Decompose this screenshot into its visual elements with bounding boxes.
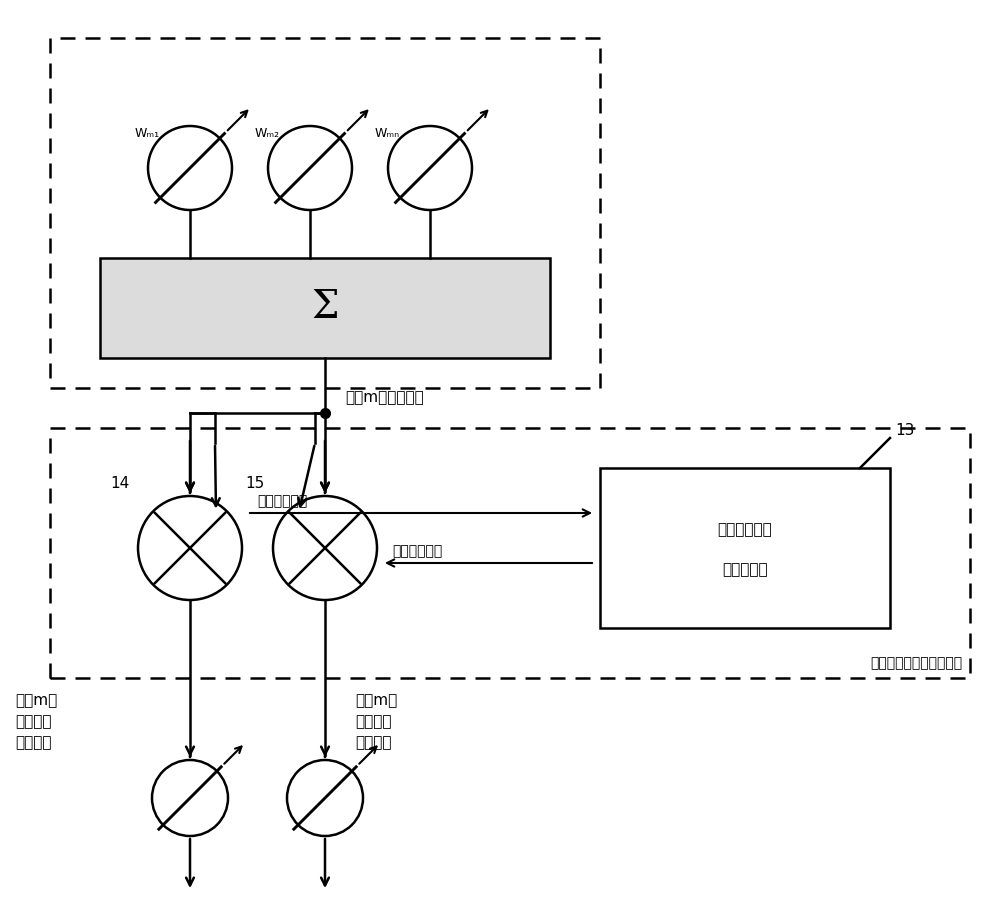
Bar — [50, 38, 600, 388]
Text: 子阵m取
负区域和
波束输出: 子阵m取 负区域和 波束输出 — [355, 693, 397, 750]
Text: Wₘ₁: Wₘ₁ — [135, 127, 160, 140]
Text: 子阵跨区域比: 子阵跨区域比 — [718, 523, 772, 538]
Text: Σ: Σ — [311, 289, 339, 327]
Text: Wₘ₂: Wₘ₂ — [255, 127, 280, 140]
Text: 14: 14 — [111, 476, 130, 491]
Bar — [50, 428, 970, 678]
Bar — [600, 468, 890, 628]
Text: 子阵m取
正区域和
波束输出: 子阵m取 正区域和 波束输出 — [15, 693, 57, 750]
Text: 子阵跨区域拆分处理单元: 子阵跨区域拆分处理单元 — [870, 656, 962, 670]
Text: Wₘₙ: Wₘₙ — [375, 127, 400, 140]
Text: 子阵m和波束输出: 子阵m和波束输出 — [345, 391, 424, 406]
Text: 例系数计算: 例系数计算 — [722, 562, 768, 577]
Bar — [100, 258, 550, 358]
Text: 13: 13 — [895, 423, 914, 438]
Text: 取正比例系数: 取正比例系数 — [257, 494, 307, 508]
Text: 15: 15 — [246, 476, 265, 491]
Text: 取负比例系数: 取负比例系数 — [392, 544, 442, 558]
